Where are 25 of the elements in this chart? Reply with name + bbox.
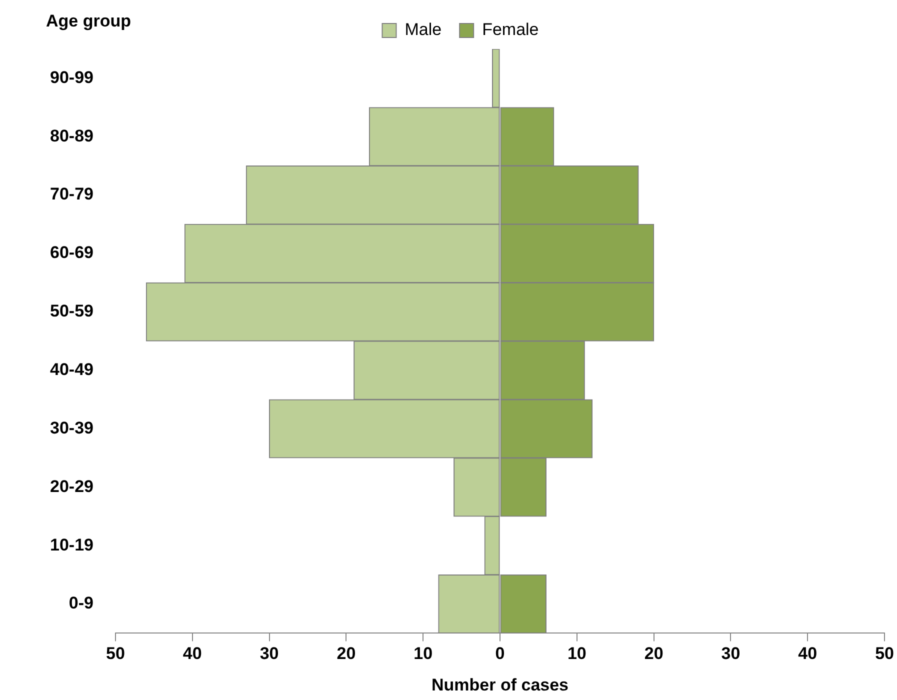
y-tick-label: 40-49 — [50, 360, 94, 379]
x-tick-label: 50 — [875, 644, 894, 664]
legend-label: Female — [482, 20, 539, 40]
x-tick-label: 40 — [798, 644, 818, 664]
y-tick-label: 10-19 — [50, 535, 94, 554]
x-tick-label: 0 — [495, 644, 505, 664]
y-tick-label: 0-9 — [68, 594, 94, 613]
y-tick-label: 90-99 — [50, 68, 94, 87]
y-tick-label: 20-29 — [50, 476, 94, 496]
y-tick-label: 50-59 — [50, 302, 94, 321]
x-tick-label: 10 — [414, 644, 433, 664]
x-tick-label: 10 — [567, 644, 586, 664]
x-tick-label: 40 — [182, 644, 202, 664]
y-tick-label: 60-69 — [50, 243, 94, 262]
y-tick-label: 80-89 — [50, 126, 94, 146]
x-tick-label: 20 — [336, 644, 356, 664]
x-tick-label: 50 — [106, 644, 125, 664]
y-tick-label: 30-39 — [50, 418, 94, 438]
y-tick-label: 70-79 — [50, 184, 94, 204]
x-tick-label: 20 — [644, 644, 664, 664]
x-tick-label: 30 — [721, 644, 740, 664]
x-tick-label: 30 — [260, 644, 279, 664]
x-axis-title: Number of cases — [432, 675, 569, 694]
legend-label: Male — [404, 20, 442, 40]
y-axis-title: Age group — [46, 12, 131, 31]
